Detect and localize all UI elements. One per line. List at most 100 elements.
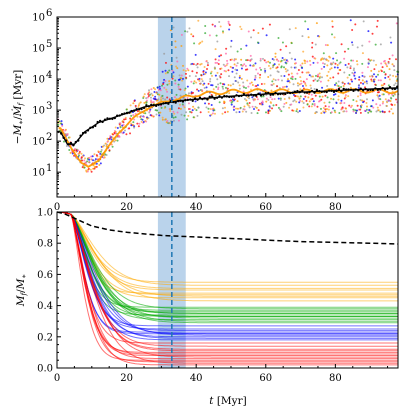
scatter-point <box>60 120 63 123</box>
scatter-point <box>185 111 188 114</box>
scatter-point <box>304 60 307 63</box>
scatter-point <box>187 92 190 95</box>
top-x-tick-label: 60 <box>259 202 272 213</box>
scatter-point <box>311 55 314 58</box>
scatter-point <box>388 78 391 81</box>
scatter-point <box>215 85 218 88</box>
scatter-point <box>297 84 300 87</box>
scatter-point <box>366 82 369 85</box>
scatter-point <box>393 103 396 106</box>
scatter-point <box>392 74 395 77</box>
scatter-point <box>246 59 249 62</box>
bottom-ylabel: Mf/M∗ <box>15 274 28 308</box>
top-y-tick-exponent: 5 <box>46 39 52 50</box>
scatter-point <box>331 33 334 36</box>
scatter-point <box>83 159 86 162</box>
scatter-point <box>150 99 153 102</box>
scatter-point <box>187 69 190 72</box>
scatter-point <box>209 80 212 83</box>
scatter-point <box>168 98 171 101</box>
scatter-point <box>227 83 230 86</box>
scatter-point <box>177 107 180 110</box>
scatter-point <box>229 45 232 48</box>
scatter-point <box>288 28 291 31</box>
scatter-point <box>122 123 125 126</box>
scatter-point <box>393 65 396 68</box>
scatter-point <box>180 45 183 48</box>
scatter-point <box>349 67 352 70</box>
bottom-y-tick-label: 0.2 <box>37 332 53 343</box>
scatter-point <box>331 20 334 23</box>
scatter-point <box>145 99 148 102</box>
scatter-point <box>356 63 359 66</box>
scatter-point <box>285 62 288 65</box>
scatter-point <box>326 96 329 99</box>
scatter-point <box>173 96 176 99</box>
scatter-point <box>192 63 195 66</box>
scatter-point <box>348 74 351 77</box>
scatter-point <box>332 76 335 79</box>
scatter-point <box>271 80 274 83</box>
scatter-point <box>358 76 361 79</box>
scatter-point <box>349 86 352 89</box>
scatter-point <box>159 89 162 92</box>
scatter-point <box>302 80 305 83</box>
scatter-point <box>314 43 317 46</box>
scatter-point <box>147 116 150 119</box>
scatter-point <box>391 54 394 57</box>
scatter-point <box>248 97 251 100</box>
scatter-point <box>226 59 229 62</box>
scatter-point <box>378 94 381 97</box>
scatter-point <box>251 105 254 108</box>
scatter-point <box>214 61 217 64</box>
scatter-point <box>279 48 282 51</box>
scatter-point <box>172 26 175 29</box>
scatter-point <box>323 62 326 65</box>
scatter-point <box>182 64 185 67</box>
scatter-point <box>350 78 353 81</box>
black-curve <box>59 87 399 145</box>
scatter-point <box>222 63 225 66</box>
scatter-point <box>163 52 166 55</box>
scatter-point <box>171 69 174 72</box>
scatter-point <box>329 68 332 71</box>
scatter-point <box>174 116 177 119</box>
scatter-point <box>75 149 78 152</box>
scatter-point <box>328 56 331 59</box>
scatter-point <box>391 112 394 115</box>
scatter-point <box>209 72 212 75</box>
scatter-point <box>261 103 264 106</box>
scatter-point <box>387 62 390 65</box>
scatter-point <box>270 101 273 104</box>
scatter-point <box>362 101 365 104</box>
scatter-point <box>395 98 398 101</box>
scatter-point <box>145 101 148 104</box>
scatter-point <box>310 93 313 96</box>
scatter-point <box>164 98 167 101</box>
scatter-point <box>352 72 355 75</box>
scatter-point <box>336 59 339 62</box>
bottom-y-tick-label: 0.4 <box>37 301 53 312</box>
scatter-point <box>212 107 215 110</box>
scatter-point <box>134 104 137 107</box>
scatter-point <box>375 75 378 78</box>
scatter-point <box>261 101 264 104</box>
scatter-point <box>370 79 373 82</box>
scatter-point <box>238 110 241 113</box>
scatter-point <box>214 48 217 51</box>
scatter-point <box>144 112 147 115</box>
scatter-point <box>200 62 203 65</box>
scatter-point <box>94 159 97 162</box>
scatter-point <box>256 41 259 44</box>
scatter-point <box>390 41 393 44</box>
scatter-point <box>205 86 208 89</box>
scatter-point <box>177 85 180 88</box>
scatter-point <box>240 77 243 80</box>
scatter-point <box>162 97 165 100</box>
scatter-point <box>394 75 397 78</box>
scatter-point <box>149 108 152 111</box>
scatter-point <box>252 29 255 32</box>
scatter-point <box>311 46 314 49</box>
scatter-point <box>172 71 175 74</box>
fraction-curve <box>57 211 398 317</box>
